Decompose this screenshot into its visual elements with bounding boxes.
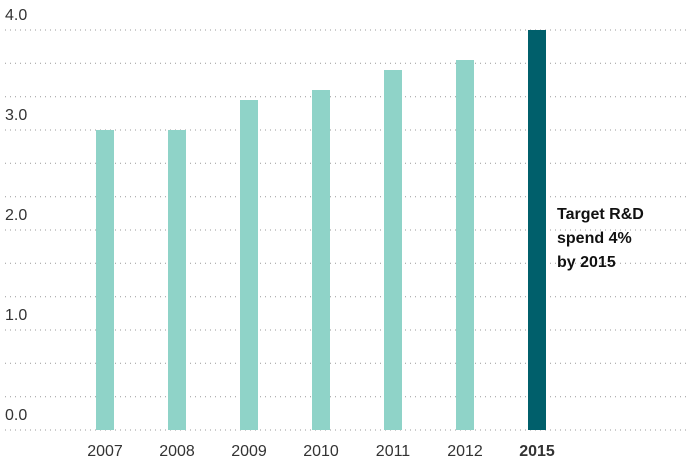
bar [312,90,330,430]
bar [240,100,258,430]
y-tick-label: 2.0 [5,207,27,224]
bar [456,60,474,430]
x-tick-label: 2011 [376,443,411,460]
bar [384,70,402,430]
x-tick-label: 2010 [303,443,339,460]
x-tick-label: 2008 [159,443,195,460]
x-tick-label: 2009 [231,443,267,460]
y-tick-label: 3.0 [5,107,27,124]
y-tick-label: 1.0 [5,307,27,324]
x-tick-label: 2012 [447,443,483,460]
x-tick-label: 2015 [519,443,555,460]
annotation: Target R&D [557,206,644,223]
y-tick-label: 0.0 [5,407,27,424]
annotation: by 2015 [557,254,616,271]
annotation: spend 4% [557,230,632,247]
bar [528,30,546,430]
x-tick-label: 2007 [87,443,123,460]
bar [96,130,114,430]
y-tick-label: 4.0 [5,7,27,24]
bar [168,130,186,430]
